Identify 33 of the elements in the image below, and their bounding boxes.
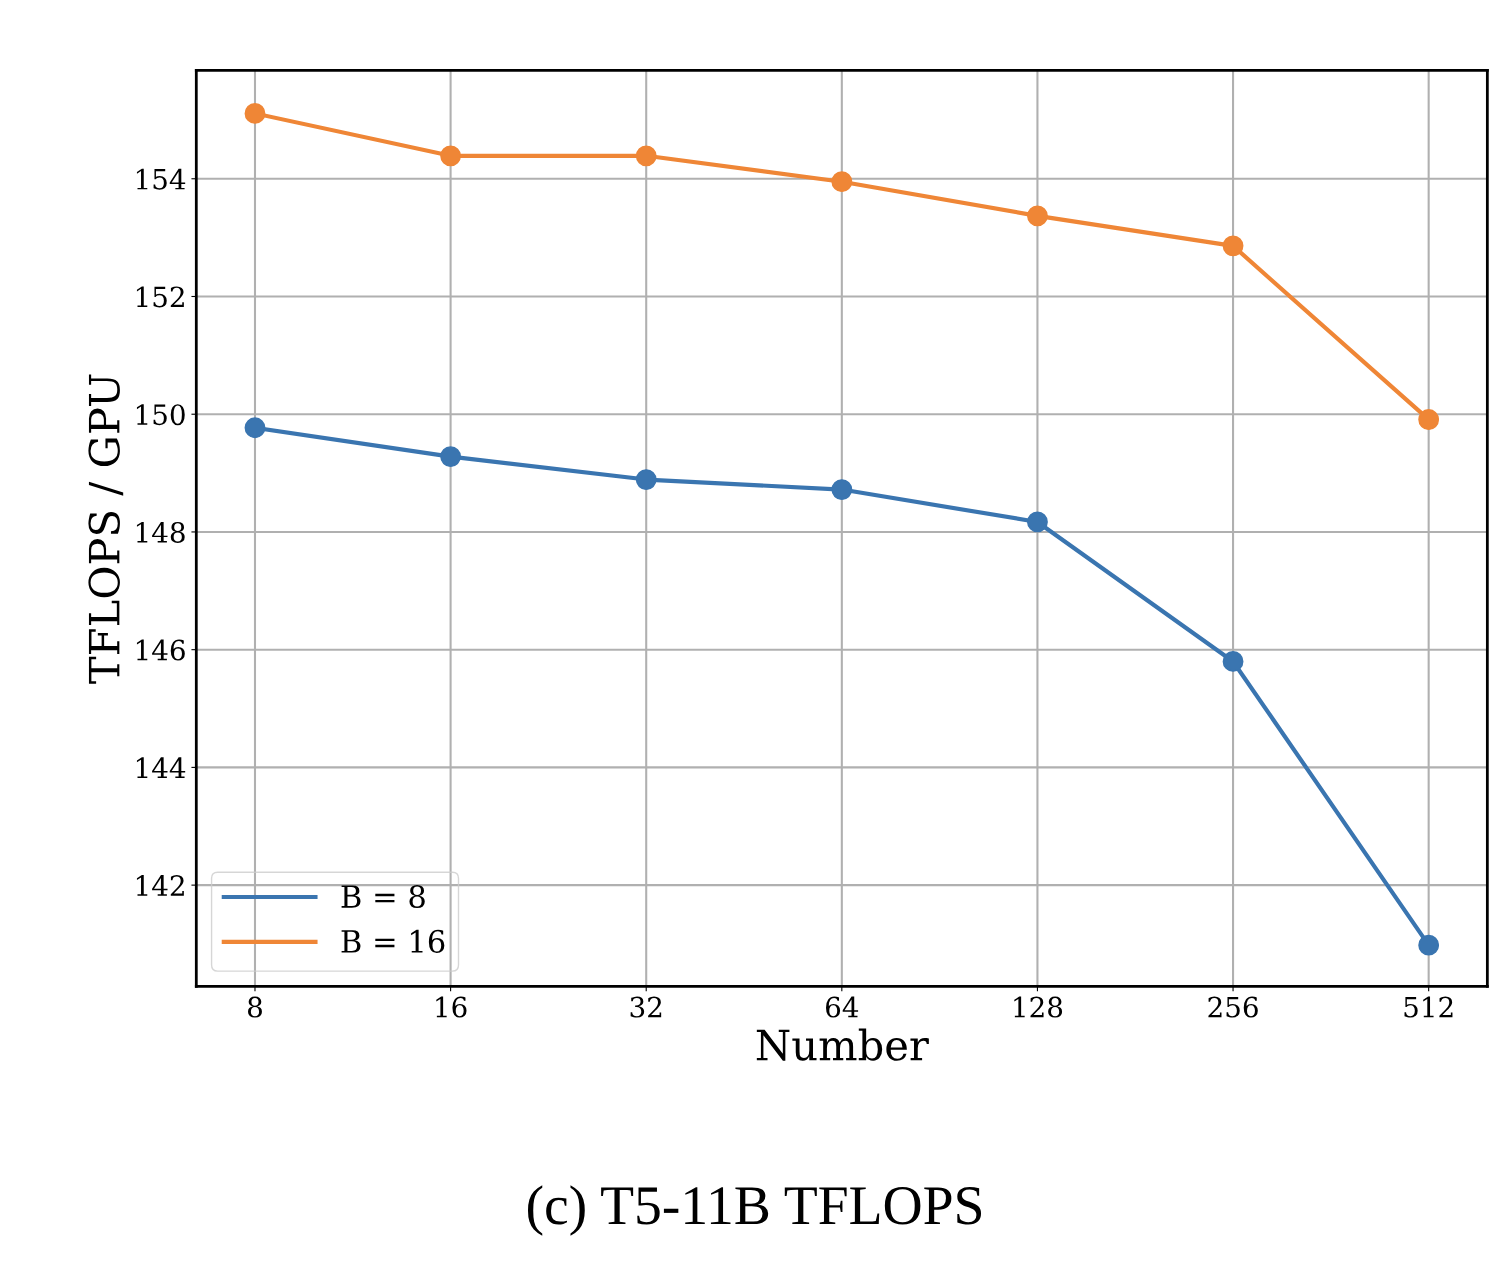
point xyxy=(440,446,462,468)
x-tick-label: 64 xyxy=(826,996,859,1018)
point xyxy=(1222,651,1244,672)
text: (c) T5-11B TFLOPS xyxy=(527,1185,982,1236)
point xyxy=(1027,511,1048,533)
point xyxy=(635,145,657,167)
point xyxy=(1418,409,1440,430)
y-tick-label: 146 xyxy=(136,639,185,661)
legend-label: B = 8 xyxy=(341,884,425,909)
point xyxy=(1027,205,1048,227)
x-tick-label: 512 xyxy=(1404,996,1453,1018)
point xyxy=(831,479,853,500)
point xyxy=(635,469,657,490)
y-tick-label: 154 xyxy=(136,168,186,190)
x-axis-title: Number xyxy=(756,1028,929,1061)
x-tick-label: 32 xyxy=(630,996,662,1018)
y-tick-label: 142 xyxy=(136,875,184,896)
x-tick-label: 8 xyxy=(248,996,262,1018)
y-tick-label: 148 xyxy=(136,521,185,543)
y-tick-label: 152 xyxy=(136,286,184,308)
point xyxy=(440,145,462,167)
legend-label: B = 16 xyxy=(341,929,445,953)
x-tick-label: 256 xyxy=(1208,996,1258,1018)
point xyxy=(244,103,266,124)
point xyxy=(1418,934,1440,956)
y-tick-label: 150 xyxy=(136,404,185,426)
y-tick-label: 144 xyxy=(136,757,186,778)
point xyxy=(1222,235,1244,257)
x-tick-label: 128 xyxy=(1014,996,1063,1018)
y-axis-title: TFLOPS / GPU xyxy=(88,374,124,684)
point xyxy=(831,171,853,193)
x-tick-label: 16 xyxy=(436,996,467,1018)
point xyxy=(244,417,266,439)
